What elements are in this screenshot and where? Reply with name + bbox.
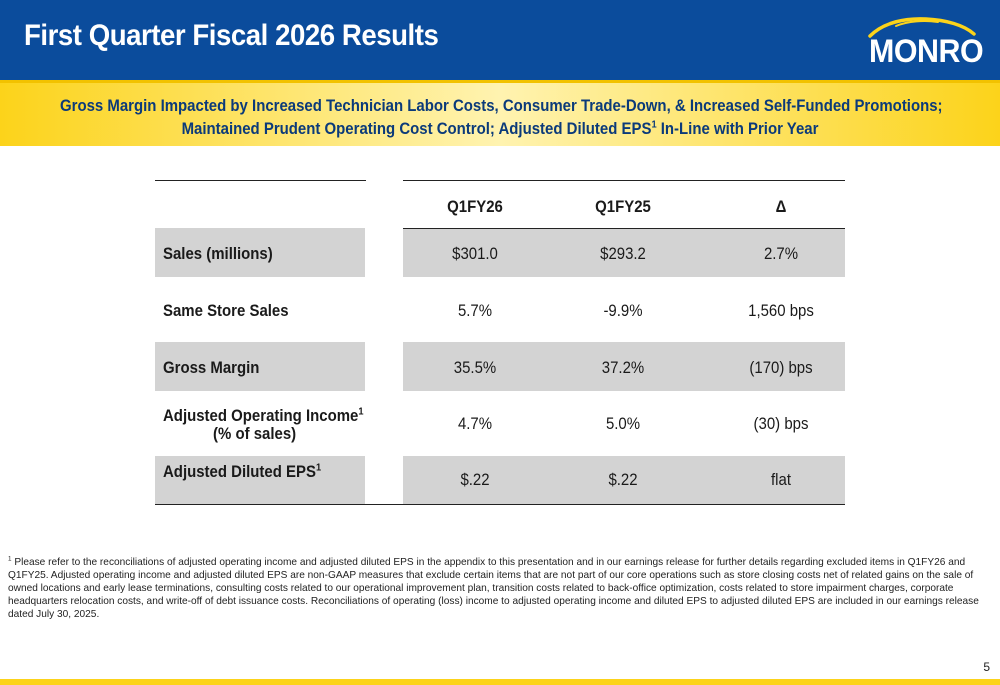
column-header-delta: Δ [775, 197, 787, 216]
cell-sales-q1fy26: $301.0 [452, 244, 498, 263]
footnote-marker: 1 [651, 118, 657, 131]
cell-sales-q1fy25: $293.2 [600, 244, 646, 263]
banner-line-1: Gross Margin Impacted by Increased Techn… [60, 96, 943, 115]
row-label-sales: Sales (millions) [163, 244, 273, 263]
cell-gm-q1fy25: 37.2% [601, 358, 645, 377]
cell-sss-delta: 1,560 bps [748, 301, 814, 320]
cell-gm-delta: (170) bps [749, 358, 813, 377]
row-label-aoi-subtitle: (% of sales) [213, 424, 297, 443]
footnote-marker: 1 [358, 405, 364, 418]
footnote-marker: 1 [8, 555, 12, 563]
footnote: 1 Please refer to the reconciliations of… [8, 556, 983, 621]
row-label-adjusted-operating-income: Adjusted Operating Income1 [163, 406, 364, 426]
column-header-q1fy25: Q1FY25 [595, 197, 651, 216]
results-table: Q1FY26 Q1FY25 Δ Sales (millions) $301.0 … [155, 180, 845, 505]
footnote-marker: 1 [315, 461, 322, 474]
banner-line-2-tail: In-Line with Prior Year [656, 119, 819, 138]
row-label-same-store-sales: Same Store Sales [163, 301, 289, 320]
table-top-rule-left [155, 180, 366, 181]
row-shade-eps-values [403, 456, 845, 504]
row-label-gross-margin: Gross Margin [163, 358, 260, 377]
banner-line-2: Maintained Prudent Operating Cost Contro… [60, 119, 940, 139]
table-bottom-rule [155, 504, 845, 505]
cell-eps-delta: flat [771, 470, 791, 489]
cell-sss-q1fy26: 5.7% [457, 301, 493, 320]
monro-logo: MONRO [862, 16, 984, 69]
headline-banner: Gross Margin Impacted by Increased Techn… [0, 80, 1000, 146]
row-shade-sales [155, 228, 365, 277]
footnote-text: Please refer to the reconciliations of a… [8, 556, 979, 620]
cell-eps-q1fy25: $.22 [608, 470, 638, 489]
cell-aoi-q1fy26: 4.7% [457, 414, 493, 433]
table-top-rule-right [403, 180, 845, 181]
row-label-eps-text: Adjusted Diluted EPS [163, 462, 316, 481]
row-shade-gross-margin [155, 342, 365, 391]
cell-gm-q1fy26: 35.5% [453, 358, 497, 377]
row-label-aoi-text: Adjusted Operating Income [163, 406, 359, 425]
cell-sales-delta: 2.7% [763, 244, 799, 263]
row-shade-eps [155, 456, 365, 504]
cell-aoi-q1fy25: 5.0% [605, 414, 641, 433]
header-bar: First Quarter Fiscal 2026 Results MONRO [0, 0, 1000, 80]
page-number: 5 [983, 660, 990, 674]
banner-line-2-text: Maintained Prudent Operating Cost Contro… [181, 119, 652, 138]
cell-eps-q1fy26: $.22 [460, 470, 490, 489]
bottom-accent-bar [0, 679, 1000, 685]
row-shade-gross-margin-values [403, 342, 845, 391]
cell-aoi-delta: (30) bps [753, 414, 809, 433]
page-title: First Quarter Fiscal 2026 Results [24, 19, 439, 52]
row-shade-sales-values [403, 228, 845, 277]
car-roof-icon [868, 17, 976, 38]
cell-sss-q1fy25: -9.9% [603, 301, 643, 320]
column-header-q1fy26: Q1FY26 [447, 197, 503, 216]
logo-text: MONRO [869, 33, 984, 69]
header-bottom-rule [403, 228, 845, 229]
row-label-adjusted-diluted-eps: Adjusted Diluted EPS1 [163, 462, 321, 482]
